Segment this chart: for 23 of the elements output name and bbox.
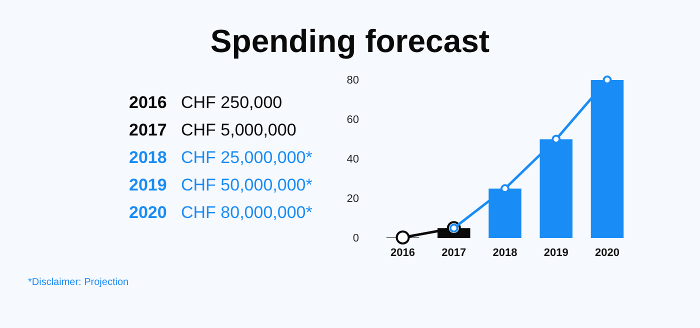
y-tick-label: 20 [346,193,359,206]
text: 2017 [129,120,167,140]
y-tick-label: 0 [352,232,359,245]
x-tick-label: 2018 [492,246,518,259]
chart-title: Spending forecast [210,23,490,59]
y-tick-label: 80 [346,74,359,87]
x-tick-label: 2019 [544,246,568,259]
x-tick-label: 2017 [442,246,466,259]
text: 2019 [129,176,167,194]
y-tick-label: 60 [346,114,359,126]
text: CHF 50,000,000* [181,176,313,194]
text: 2018 [129,148,167,167]
text: CHF 25,000,000* [181,148,313,167]
text: CHF 250,000 [181,93,282,112]
text: *Disclaimer: Projection [28,277,129,288]
point [396,230,410,245]
x-tick-label: 2020 [594,246,620,259]
x-tick-label: 2016 [390,246,416,259]
text: CHF 5,000,000 [181,120,296,140]
y-tick-label: 40 [346,154,359,166]
text: CHF 80,000,000* [181,203,313,222]
text: 2020 [129,203,167,222]
text: 2016 [129,93,167,112]
